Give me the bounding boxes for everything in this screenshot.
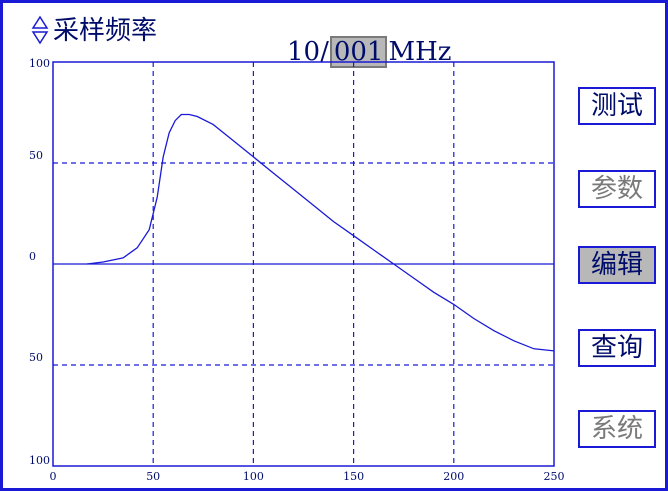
menu-button-query[interactable]: 查询 bbox=[578, 329, 656, 367]
y-tick-label: 100 bbox=[29, 57, 50, 70]
up-down-arrow-icon[interactable] bbox=[31, 15, 49, 45]
x-tick-label: 50 bbox=[146, 470, 160, 483]
y-tick-label: 50 bbox=[29, 351, 43, 364]
menu-button-test[interactable]: 测试 bbox=[578, 87, 656, 125]
parameter-name[interactable]: 采样频率 bbox=[53, 16, 158, 46]
y-tick-label: 100 bbox=[29, 454, 50, 467]
x-tick-label: 150 bbox=[343, 470, 364, 483]
waveform-chart: 0 50 100 150 200 250 100 50 0 50 100 bbox=[29, 57, 565, 483]
menu-button-params[interactable]: 参数 bbox=[578, 170, 656, 208]
y-tick-label: 0 bbox=[29, 250, 36, 263]
menu-button-edit[interactable]: 编辑 bbox=[578, 246, 656, 284]
x-tick-label: 200 bbox=[443, 470, 464, 483]
frequency-value: 10/001 MHz bbox=[287, 36, 451, 68]
x-tick-label: 100 bbox=[243, 470, 264, 483]
menu-button-system[interactable]: 系统 bbox=[578, 410, 656, 448]
waveform-series-line bbox=[87, 113, 555, 352]
x-tick-label: 0 bbox=[50, 470, 57, 483]
x-tick-label: 250 bbox=[544, 470, 565, 483]
y-tick-label: 50 bbox=[29, 149, 43, 162]
